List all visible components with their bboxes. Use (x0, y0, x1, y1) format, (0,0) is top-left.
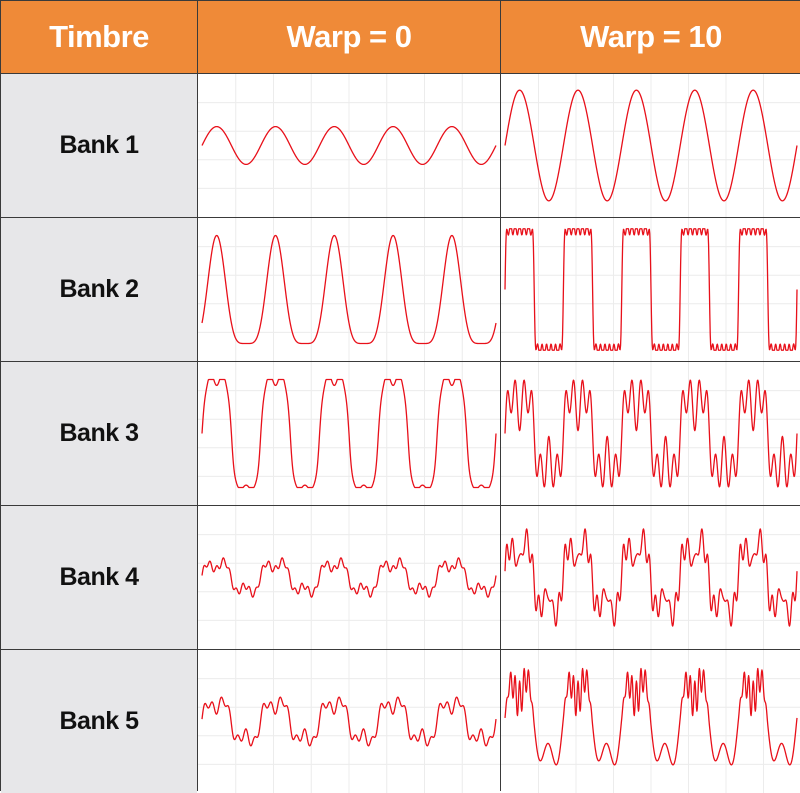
waveform-line (504, 228, 798, 351)
background-grid (198, 74, 500, 217)
waveform-line (201, 696, 497, 747)
waveform-bank-4-warp-0 (198, 506, 500, 649)
waveform-line (504, 528, 798, 627)
row-label-bank-4: Bank 4 (1, 506, 197, 649)
waveform-plot (198, 74, 500, 217)
waveform-plot (198, 218, 500, 361)
header-warp-10: Warp = 10 (501, 1, 800, 73)
background-grid (501, 74, 800, 217)
waveform-bank-3-warp-0 (198, 362, 500, 505)
waveform-bank-2-warp-0 (198, 218, 500, 361)
background-grid (198, 506, 500, 649)
row-label-bank-2: Bank 2 (1, 218, 197, 361)
background-grid (198, 362, 500, 505)
waveform-plot (501, 506, 800, 649)
waveform-bank-5-warp-0 (198, 650, 500, 793)
row-label-bank-1: Bank 1 (1, 74, 197, 217)
waveform-bank-1-warp-10 (501, 74, 800, 217)
waveform-plot (198, 362, 500, 505)
waveform-bank-5-warp-10 (501, 650, 800, 793)
waveform-bank-1-warp-0 (198, 74, 500, 217)
waveform-line (504, 89, 798, 202)
header-timbre: Timbre (1, 1, 197, 73)
waveform-line (201, 557, 497, 598)
background-grid (501, 362, 800, 505)
waveform-line (201, 234, 497, 345)
waveform-plot (501, 218, 800, 361)
waveform-line (504, 379, 798, 488)
waveform-line (201, 378, 497, 489)
waveform-bank-3-warp-10 (501, 362, 800, 505)
waveform-plot (501, 650, 800, 793)
header-warp-0: Warp = 0 (198, 1, 500, 73)
row-label-bank-5: Bank 5 (1, 650, 197, 793)
background-grid (198, 650, 500, 793)
waveform-plot (198, 506, 500, 649)
waveform-plot (198, 650, 500, 793)
background-grid (501, 650, 800, 793)
waveform-plot (501, 74, 800, 217)
waveform-bank-4-warp-10 (501, 506, 800, 649)
waveform-line (504, 667, 798, 766)
waveform-bank-2-warp-10 (501, 218, 800, 361)
waveform-plot (501, 362, 800, 505)
waveform-line (201, 125, 497, 166)
row-label-bank-3: Bank 3 (1, 362, 197, 505)
